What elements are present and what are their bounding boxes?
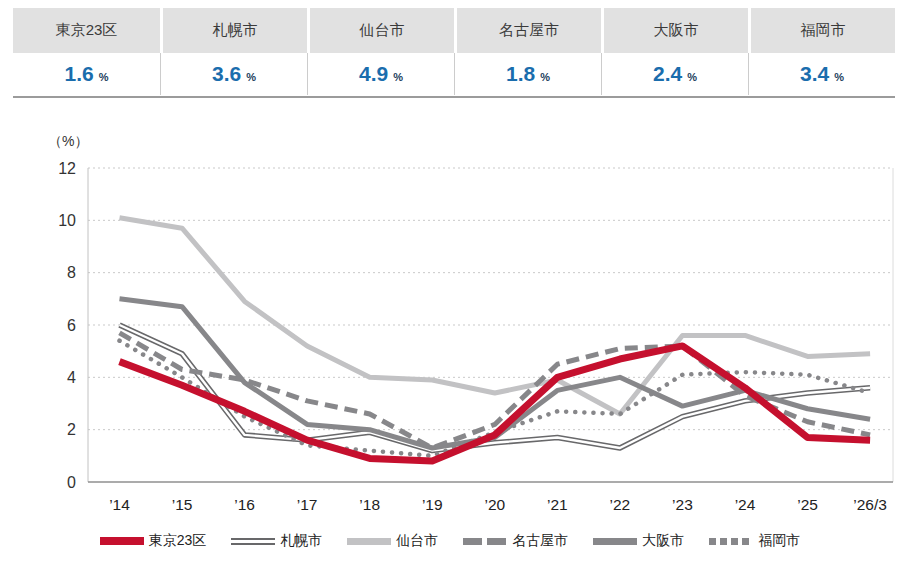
legend-item-osaka: 大阪市: [593, 532, 684, 550]
legend-swatch-nagoya-dashed-line-icon: [463, 538, 507, 545]
y-tick-label: 6: [67, 317, 76, 334]
y-tick-label: 8: [67, 264, 76, 281]
x-tick-label: ’19: [422, 496, 443, 513]
legend-swatch-sendai-line-icon: [347, 538, 391, 545]
legend-item-fukuoka: 福岡市: [709, 532, 800, 550]
x-tick-label: ’18: [359, 496, 380, 513]
x-tick-label: ’25: [797, 496, 818, 513]
legend-label: 仙台市: [396, 532, 438, 550]
legend-label: 東京23区: [149, 532, 207, 550]
x-tick-label: ’17: [297, 496, 318, 513]
series-line-sendai: [120, 218, 871, 414]
x-tick-label: ’20: [484, 496, 505, 513]
vacancy-rate-dashboard: 東京23区 1.6% 札幌市 3.6% 仙台市 4.9% 名古屋市 1.8% 大…: [0, 0, 900, 566]
legend-swatch-osaka-line-icon: [593, 538, 637, 545]
vacancy-line-chart: 0 2 4 6 8 10 12 ’14 ’15 ’16 ’17 ’18 ’19 ’20 ’21 ’22 ’23 ’…: [0, 0, 900, 566]
legend-item-sendai: 仙台市: [347, 532, 438, 550]
legend-swatch-sapporo-double-line-icon: [231, 538, 275, 545]
x-tick-label: ’24: [735, 496, 756, 513]
y-tick-label: 4: [67, 369, 76, 386]
legend-swatch-tokyo23-line-icon: [100, 537, 144, 545]
y-tick-label: 0: [67, 474, 76, 491]
x-tick-label: ’15: [172, 496, 193, 513]
x-tick-label: ’21: [547, 496, 568, 513]
x-tick-label: ’14: [109, 496, 130, 513]
legend-swatch-fukuoka-dotted-line-icon: [709, 538, 753, 545]
legend-item-nagoya: 名古屋市: [463, 532, 568, 550]
legend-label: 大阪市: [642, 532, 684, 550]
legend-item-sapporo: 札幌市: [231, 532, 322, 550]
x-tick-label: ’26/3: [853, 496, 887, 513]
legend-label: 札幌市: [280, 532, 322, 550]
x-tick-label: ’23: [672, 496, 693, 513]
legend-label: 名古屋市: [512, 532, 568, 550]
chart-legend: 東京23区 札幌市 仙台市 名古屋市 大阪市 福岡市: [0, 532, 900, 550]
y-tick-label: 12: [58, 160, 76, 177]
legend-label: 福岡市: [758, 532, 800, 550]
x-tick-label: ’22: [610, 496, 631, 513]
y-tick-label: 10: [58, 212, 76, 229]
y-tick-label: 2: [67, 421, 76, 438]
legend-item-tokyo23: 東京23区: [100, 532, 207, 550]
x-tick-label: ’16: [234, 496, 255, 513]
